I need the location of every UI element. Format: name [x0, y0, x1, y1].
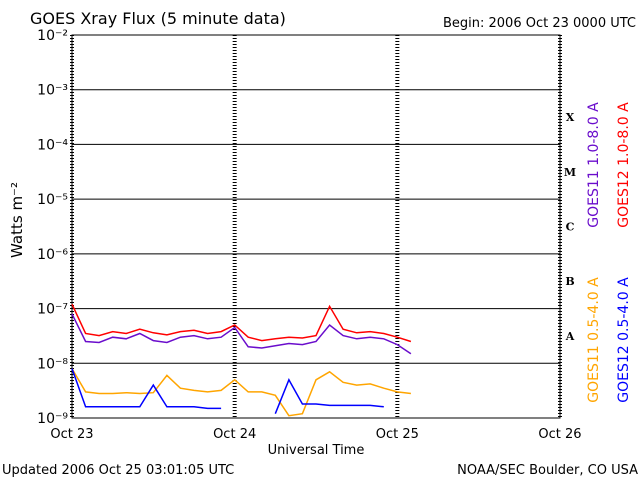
series-line	[71, 368, 411, 417]
x-tick-label: Oct 26	[538, 427, 581, 442]
legend-entry: GOES11 0.5-4.0 A	[586, 277, 602, 403]
flare-class-label: B	[565, 275, 574, 288]
legend-entry: GOES12 0.5-4.0 A	[616, 277, 632, 403]
footer-left: Updated 2006 Oct 25 03:01:05 UTC	[2, 463, 234, 478]
x-tick-label: Oct 25	[376, 427, 419, 442]
series-line	[71, 368, 384, 414]
flare-class-label: A	[565, 330, 575, 343]
legend-entry: GOES11 1.0-8.0 A	[586, 102, 602, 228]
footer-right: NOAA/SEC Boulder, CO USA	[457, 463, 638, 478]
x-tick-label: Oct 24	[213, 427, 256, 442]
chart-subtitle: Begin: 2006 Oct 23 0000 UTC	[443, 16, 636, 31]
chart-title: GOES Xray Flux (5 minute data)	[30, 9, 286, 28]
flare-class-label: C	[566, 221, 575, 234]
y-axis-label: Watts m⁻²	[8, 182, 26, 258]
y-tick-label: 10⁻³	[37, 83, 68, 99]
y-tick-label: 10⁻⁸	[37, 356, 68, 372]
y-tick-label: 10⁻⁹	[37, 411, 68, 427]
series-line	[71, 313, 412, 355]
y-tick-label: 10⁻⁵	[37, 192, 68, 208]
plot-frame	[71, 34, 561, 419]
x-tick-label: Oct 23	[50, 427, 93, 442]
y-tick-label: 10⁻²	[37, 28, 68, 44]
y-tick-label: 10⁻⁴	[37, 137, 68, 153]
y-tick-label: 10⁻⁷	[37, 302, 68, 318]
y-tick-label: 10⁻⁶	[37, 247, 68, 263]
x-axis-label: Universal Time	[268, 443, 365, 458]
legend-entry: GOES12 1.0-8.0 A	[616, 102, 632, 228]
flare-class-label: M	[564, 166, 576, 179]
flare-class-label: X	[566, 111, 575, 124]
series-line	[71, 303, 412, 343]
